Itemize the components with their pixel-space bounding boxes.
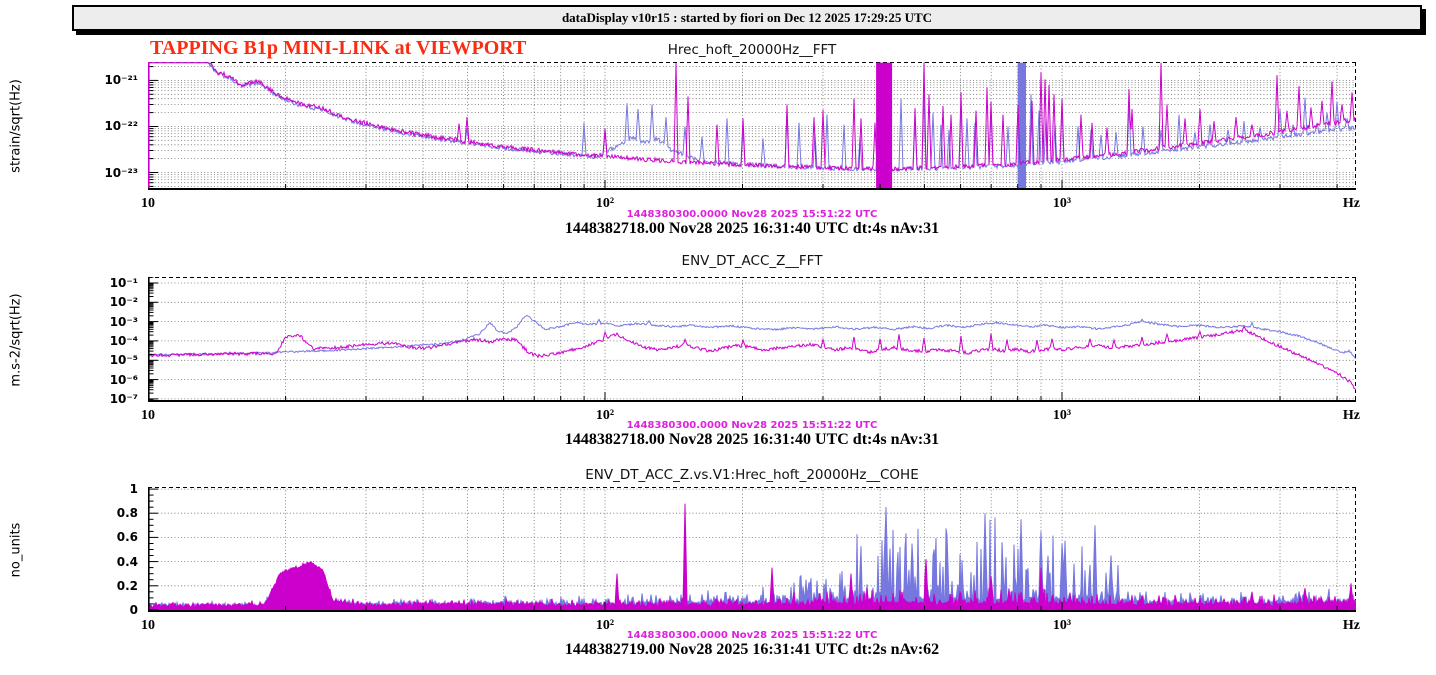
y-tick-label: 10⁻⁷ [109, 391, 138, 406]
y-tick-label: 10⁻¹ [109, 275, 138, 290]
y-tick-label: 10⁻⁶ [109, 372, 138, 387]
y-tick-label: 10⁻⁵ [109, 353, 138, 368]
x-axis-unit-label: Hz [1342, 408, 1360, 423]
x-tick-label: 10³ [1052, 618, 1072, 633]
x-tick-label: 10² [595, 408, 615, 423]
x-tick-label: 10 [141, 408, 155, 423]
x-axis-unit-label: Hz [1342, 618, 1360, 633]
spectrum-plot-canvas[interactable] [148, 277, 1356, 402]
y-axis-unit-label: strain/sqrt(Hz) [8, 79, 24, 173]
y-tick-label: 10⁻²² [104, 119, 138, 134]
spectrum-plot-canvas[interactable] [148, 487, 1356, 612]
y-tick-label: 0.8 [116, 506, 138, 521]
y-axis-unit-label: m.s-2/sqrt(Hz) [8, 292, 24, 387]
y-tick-label: 10⁻²¹ [104, 73, 138, 88]
x-tick-label: 10 [141, 618, 155, 633]
plot-title: Hrec_hoft_20000Hz__FFT [667, 42, 837, 58]
y-axis-unit-label: no_units [8, 522, 24, 577]
y-tick-label: 10⁻²³ [104, 165, 138, 180]
y-tick-label: 0.2 [116, 578, 138, 593]
plot-title: ENV_DT_ACC_Z.vs.V1:Hrec_hoft_20000Hz__CO… [585, 467, 919, 483]
x-tick-label: 10² [595, 196, 615, 211]
current-timestamp: 1448382718.00 Nov28 2025 16:31:40 UTC dt… [564, 431, 940, 448]
current-timestamp: 1448382718.00 Nov28 2025 16:31:40 UTC dt… [564, 220, 940, 237]
x-tick-label: 10³ [1052, 408, 1072, 423]
y-tick-label: 10⁻⁴ [109, 333, 138, 348]
y-tick-label: 0.4 [116, 554, 138, 569]
spectrum-plot-canvas[interactable] [148, 62, 1356, 190]
reference-timestamp: 1448380300.0000 Nov28 2025 15:51:22 UTC [626, 209, 878, 220]
plot-title: ENV_DT_ACC_Z__FFT [681, 253, 823, 269]
y-tick-label: 10⁻³ [109, 314, 138, 329]
window-title: dataDisplay v10r15 : started by fiori on… [561, 10, 933, 25]
y-tick-label: 0 [129, 602, 138, 617]
current-timestamp: 1448382719.00 Nov28 2025 16:31:41 UTC dt… [564, 641, 940, 658]
x-tick-label: 10² [595, 618, 615, 633]
window-title-bar[interactable]: dataDisplay v10r15 : started by fiori on… [72, 5, 1422, 31]
reference-timestamp: 1448380300.0000 Nov28 2025 15:51:22 UTC [626, 630, 878, 641]
x-axis-unit-label: Hz [1342, 196, 1360, 211]
x-tick-label: 10 [141, 196, 155, 211]
y-tick-label: 0.6 [116, 530, 138, 545]
reference-timestamp: 1448380300.0000 Nov28 2025 15:51:22 UTC [626, 420, 878, 431]
tapping-annotation-label: TAPPING B1p MINI-LINK at VIEWPORT [150, 37, 527, 59]
y-tick-label: 10⁻² [109, 295, 138, 310]
x-tick-label: 10³ [1052, 196, 1072, 211]
y-tick-label: 1 [129, 482, 138, 497]
